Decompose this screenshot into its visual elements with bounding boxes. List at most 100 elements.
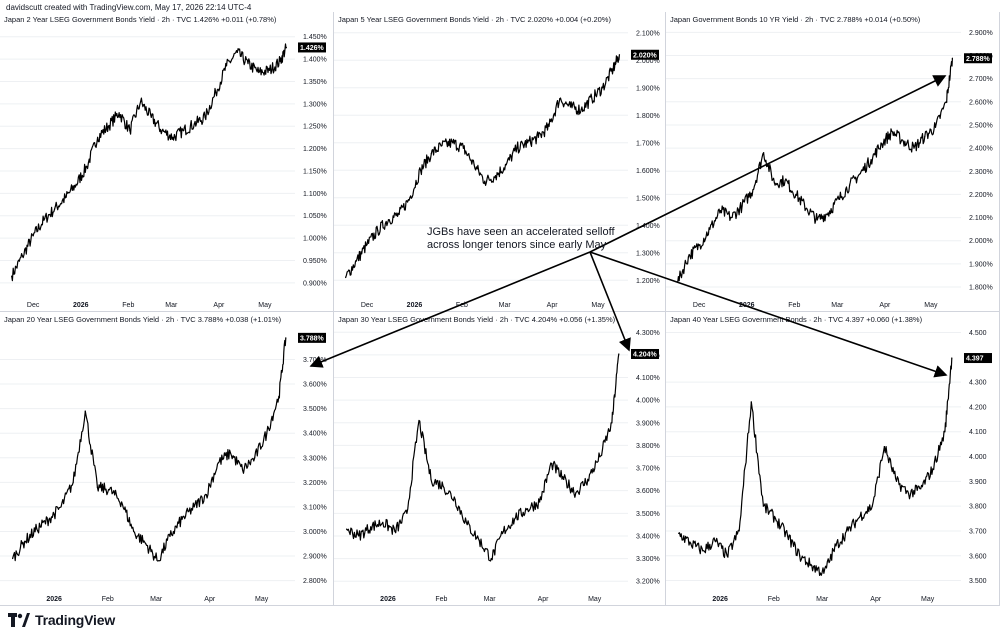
data-point — [502, 530, 504, 533]
y-tick-label: 4.500 — [969, 330, 987, 337]
x-tick-label: May — [258, 302, 272, 309]
data-point — [452, 142, 454, 144]
y-tick-label: 1.300% — [303, 101, 327, 108]
data-point — [266, 432, 268, 434]
data-point — [473, 164, 475, 166]
annotation-line-2: across longer tenors since early May — [427, 239, 607, 251]
data-point — [580, 109, 582, 111]
y-tick-label: 2.300% — [969, 169, 993, 176]
data-point — [490, 557, 492, 560]
annotation-text: JGBs have seen an accelerated selloff ac… — [427, 226, 627, 252]
data-point — [32, 235, 34, 237]
y-tick-label: 4.000% — [636, 398, 660, 405]
data-point — [709, 228, 711, 230]
chart-panel-6: 3.500 3.600 3.700 3.800 3.900 4.000 4.100 4.200… — [666, 312, 1000, 606]
y-tick-label: 1.100% — [303, 191, 327, 198]
data-point — [870, 159, 872, 161]
y-tick-label: 2.900% — [969, 30, 993, 37]
y-tick-label: 2.900% — [303, 554, 327, 561]
data-point — [11, 275, 13, 277]
data-point — [538, 501, 541, 503]
data-point — [714, 540, 716, 542]
data-point — [690, 542, 692, 544]
data-point — [418, 419, 420, 422]
data-point — [494, 175, 497, 177]
data-point — [75, 183, 77, 185]
x-tick-label: Dec — [693, 302, 706, 309]
x-tick-label: Apr — [870, 596, 882, 603]
data-point — [205, 494, 207, 496]
data-point — [702, 550, 704, 552]
x-tick-label: May — [924, 302, 938, 309]
y-tick-label: 1.000% — [303, 236, 327, 243]
data-point — [462, 147, 465, 149]
y-tick-label: 3.800% — [636, 443, 660, 450]
data-point — [54, 208, 56, 210]
x-tick-label: Feb — [122, 302, 134, 309]
data-point — [847, 530, 849, 532]
data-point — [285, 337, 287, 339]
y-tick-label: 1.250% — [303, 124, 327, 131]
x-tick-label: Mar — [150, 596, 163, 603]
data-point — [932, 468, 934, 470]
data-point — [773, 182, 775, 184]
data-point — [225, 65, 228, 67]
data-point — [514, 517, 517, 519]
data-point — [551, 462, 553, 465]
data-point — [478, 539, 480, 542]
y-tick-label: 4.300% — [636, 330, 660, 337]
data-point — [60, 506, 62, 508]
data-point — [883, 445, 885, 448]
data-point — [859, 515, 861, 517]
data-point — [108, 489, 111, 491]
data-point — [799, 555, 801, 557]
x-tick-label: Mar — [499, 302, 512, 309]
chart-title: Japan 30 Year LSEG Government Bonds Yiel… — [338, 315, 616, 324]
x-tick-label: 2026 — [46, 596, 62, 603]
data-point — [355, 260, 357, 262]
data-point — [563, 478, 565, 480]
chart-panel-1: 0.900% 0.950% 1.000% 1.050% 1.100% 1.150% 1.20… — [0, 12, 334, 312]
y-tick-label: 3.700% — [636, 466, 660, 473]
series-line — [678, 357, 953, 576]
data-point — [838, 198, 840, 200]
data-point — [120, 501, 123, 503]
chart-panel-2: 1.200% 1.300% 1.400% 1.500% 1.600% 1.700% 1.80… — [334, 12, 666, 312]
data-point — [569, 106, 572, 108]
y-tick-label: 1.900% — [636, 85, 660, 92]
x-tick-label: 2026 — [73, 302, 89, 309]
data-point — [738, 530, 740, 532]
data-point — [43, 219, 45, 221]
data-point — [786, 535, 789, 537]
data-point — [811, 565, 813, 567]
chart-svg: 1.200% 1.300% 1.400% 1.500% 1.600% 1.700% 1.80… — [334, 30, 660, 309]
data-point — [599, 456, 601, 458]
chart-title: Japan Government Bonds 10 YR Yield · 2h … — [670, 15, 921, 24]
y-tick-label: 3.200% — [303, 480, 327, 487]
data-point — [762, 505, 764, 507]
y-tick-label: 3.000% — [303, 529, 327, 536]
last-value-badge — [964, 353, 992, 364]
chart-panel-4: 2.800% 2.900% 3.000% 3.100% 3.200% 3.300% 3.40… — [0, 312, 334, 606]
y-tick-label: 0.950% — [303, 258, 327, 265]
data-point — [934, 126, 937, 128]
data-point — [96, 486, 98, 488]
last-value-badge — [298, 42, 326, 53]
data-point — [575, 492, 577, 494]
data-point — [454, 499, 456, 501]
data-point — [118, 112, 120, 114]
x-tick-label: Feb — [768, 596, 780, 603]
x-tick-label: Mar — [165, 302, 178, 309]
data-point — [406, 512, 408, 514]
data-point — [859, 172, 861, 175]
data-point — [36, 528, 38, 530]
chart-credit: davidscutt created with TradingView.com,… — [6, 3, 252, 12]
last-value-label: 4.397 — [966, 356, 984, 363]
data-point — [193, 506, 195, 508]
data-point — [951, 357, 953, 359]
chart-svg: 2.800% 2.900% 3.000% 3.100% 3.200% 3.300% 3.40… — [0, 332, 327, 603]
x-tick-label: Mar — [484, 596, 497, 603]
data-point — [484, 180, 486, 182]
data-point — [741, 205, 743, 207]
y-tick-label: 3.600% — [303, 382, 327, 389]
